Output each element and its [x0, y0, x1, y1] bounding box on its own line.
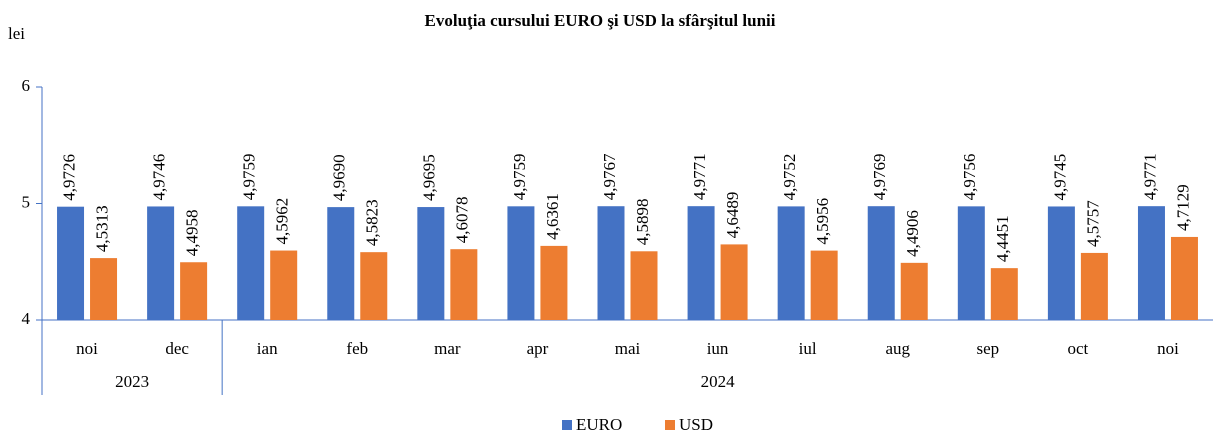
value-label: 4,9695 — [420, 154, 439, 201]
value-label: 4,5313 — [92, 205, 111, 252]
y-tick-label: 4 — [22, 309, 31, 328]
bar — [327, 207, 355, 320]
value-label: 4,9746 — [150, 154, 169, 201]
value-label: 4,9690 — [330, 154, 349, 201]
bar — [777, 206, 805, 320]
value-label: 4,9759 — [510, 154, 529, 201]
bar — [1170, 236, 1198, 320]
bar — [990, 268, 1018, 320]
bar — [450, 249, 478, 320]
bar — [720, 244, 748, 320]
value-label: 4,4958 — [183, 209, 202, 256]
bar — [1137, 206, 1165, 320]
x-tick-label: feb — [346, 339, 368, 358]
value-label: 4,9767 — [600, 153, 619, 200]
chart-title: Evoluţia cursului EURO şi USD la sfârşit… — [425, 11, 776, 30]
bar — [867, 206, 895, 320]
value-label: 4,9752 — [780, 154, 799, 201]
x-tick-label: sep — [976, 339, 999, 358]
bar — [687, 206, 715, 320]
value-label: 4,4451 — [993, 215, 1012, 262]
value-label: 4,5962 — [273, 198, 292, 245]
bar — [1080, 252, 1108, 320]
value-label: 4,9771 — [690, 153, 709, 200]
x-tick-label: mai — [615, 339, 641, 358]
legend-label: USD — [679, 415, 713, 434]
bar — [810, 250, 838, 320]
legend-swatch — [665, 420, 675, 430]
value-label: 4,9759 — [240, 154, 259, 201]
value-label: 4,6361 — [543, 193, 562, 240]
x-tick-label: mar — [434, 339, 461, 358]
bar — [507, 206, 535, 320]
value-label: 4,5898 — [633, 199, 652, 246]
value-label: 4,9756 — [960, 154, 979, 201]
value-label: 4,7129 — [1173, 184, 1192, 231]
legend-swatch — [562, 420, 572, 430]
value-label: 4,5757 — [1083, 200, 1102, 247]
value-label: 4,6078 — [453, 196, 472, 243]
y-tick-label: 5 — [22, 192, 31, 211]
bar — [147, 206, 175, 320]
bar — [237, 206, 265, 320]
x-tick-label: noi — [76, 339, 98, 358]
value-label: 4,9726 — [59, 154, 78, 201]
x-group-label: 2023 — [115, 372, 149, 391]
bar — [57, 206, 85, 320]
x-tick-label: ian — [257, 339, 278, 358]
bar — [900, 262, 928, 320]
x-tick-label: aug — [885, 339, 910, 358]
legend-label: EURO — [576, 415, 622, 434]
x-group-label: 2024 — [701, 372, 736, 391]
bar — [180, 262, 208, 320]
bar — [1047, 206, 1075, 320]
y-tick-label: 6 — [22, 76, 31, 95]
value-label: 4,9771 — [1140, 153, 1159, 200]
bar — [540, 245, 568, 320]
y-axis-label: lei — [8, 24, 25, 43]
x-tick-label: iul — [799, 339, 817, 358]
x-tick-label: apr — [527, 339, 549, 358]
x-tick-label: oct — [1067, 339, 1088, 358]
x-tick-label: noi — [1157, 339, 1179, 358]
value-label: 4,4906 — [903, 210, 922, 257]
value-label: 4,9769 — [870, 153, 889, 200]
bar — [630, 251, 658, 320]
bar — [957, 206, 985, 320]
value-label: 4,5956 — [813, 198, 832, 245]
bar — [360, 252, 388, 320]
value-label: 4,9745 — [1050, 154, 1069, 201]
value-label: 4,5823 — [363, 199, 382, 246]
bar — [270, 250, 298, 320]
bar — [597, 206, 625, 320]
bar — [417, 207, 445, 320]
bar — [90, 258, 118, 320]
value-label: 4,6489 — [723, 192, 742, 239]
x-tick-label: iun — [707, 339, 729, 358]
x-tick-label: dec — [165, 339, 189, 358]
